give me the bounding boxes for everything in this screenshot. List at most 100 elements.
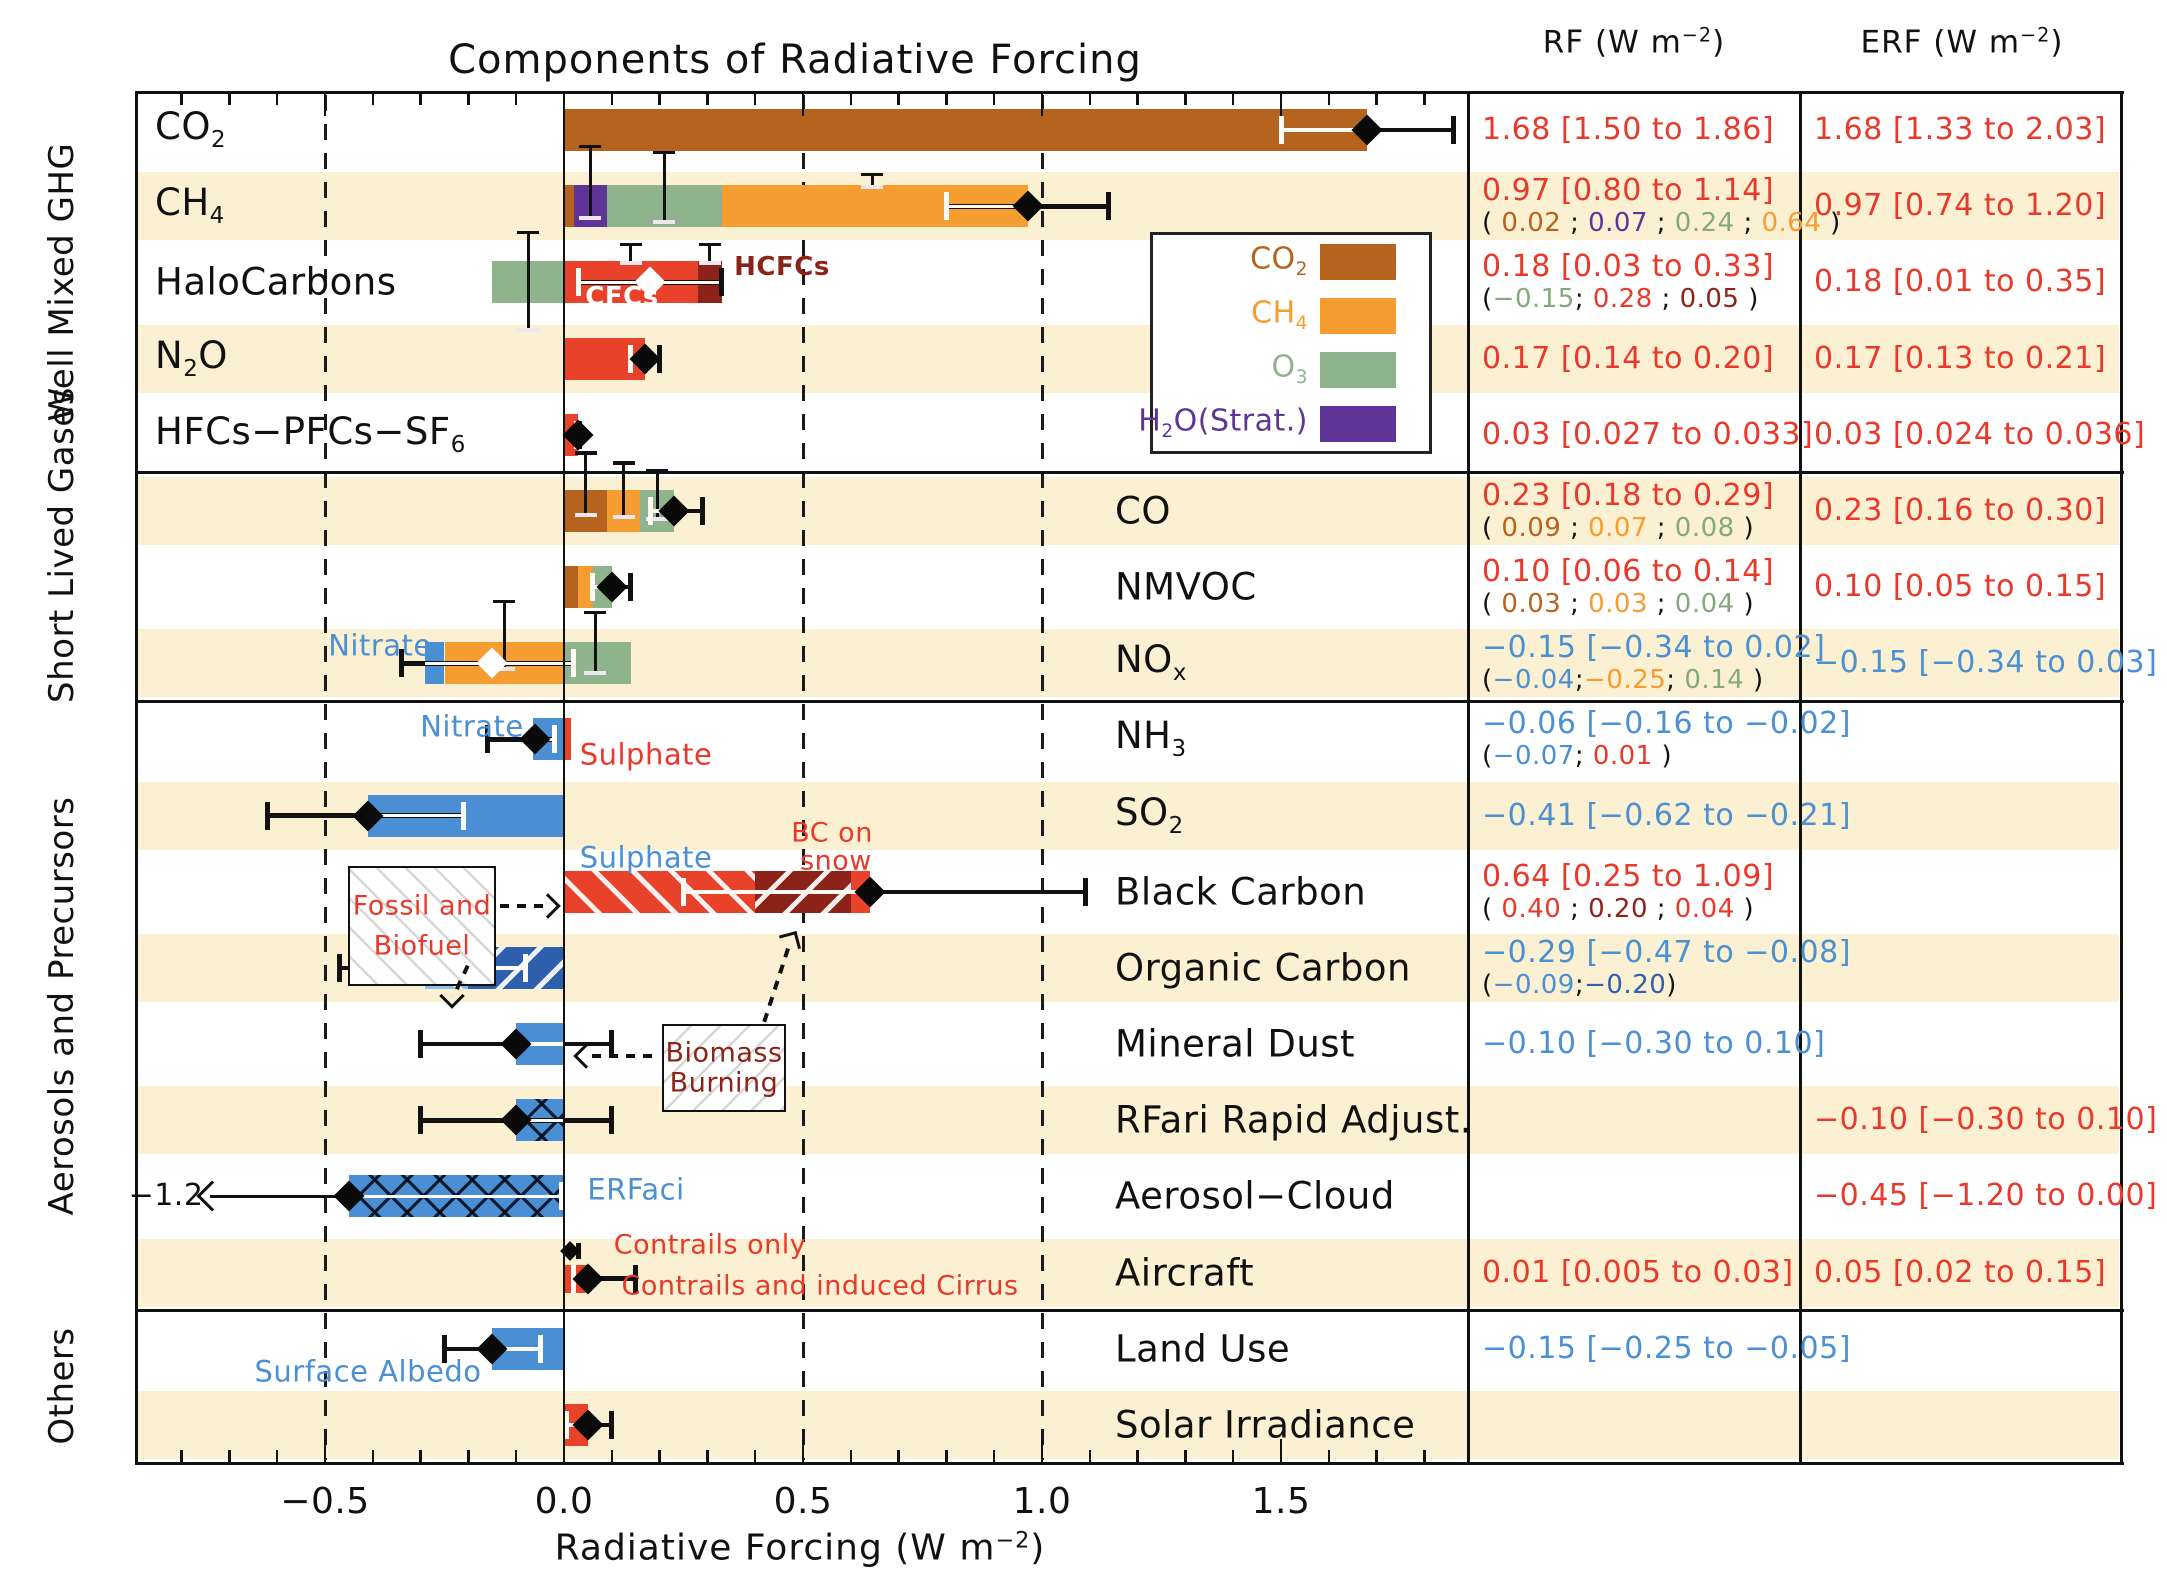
ibeam-co-1-line xyxy=(622,462,626,517)
sulphate-so2-label: Sulphate xyxy=(580,843,713,873)
ibeam-nox-0-captop xyxy=(493,599,516,604)
row-label-hfcs-part: 6 xyxy=(450,431,466,458)
erf-value-hfcs-part: 0.03 [0.024 to 0.036] xyxy=(1814,416,2146,452)
tick-bot--4 xyxy=(371,1450,375,1463)
x-axis-title: Radiative Forcing (W m−2) xyxy=(555,1529,1046,1566)
errcaphi-nmvoc xyxy=(628,573,634,602)
t-erf-part: ) xyxy=(2050,24,2064,61)
erf-value-aircraft-part: 0.05 [0.02 to 0.15] xyxy=(1814,1254,2107,1290)
erf-value-hfcs: 0.03 [0.024 to 0.036] xyxy=(1814,416,2146,452)
errcaphi-halocarbons xyxy=(719,268,725,297)
errcaplo-co xyxy=(647,496,653,525)
tick-bot-15 xyxy=(1279,1439,1283,1463)
row-label-nh3-part: NH xyxy=(1115,714,1172,758)
errwhite-land-use xyxy=(492,1347,541,1351)
biomass-burning-box-line-1-part: Burning xyxy=(669,1067,779,1099)
nitrate-nox-label-part: Nitrate xyxy=(328,628,432,663)
bar-nmvoc-seg1 xyxy=(578,566,593,608)
errcaphi-mineral-dust xyxy=(609,1030,615,1059)
row-label-land-use-part: Land Use xyxy=(1115,1327,1291,1371)
legend-swatch-0 xyxy=(1320,244,1396,280)
tick-top--4 xyxy=(371,92,375,105)
rf-value-so2-part: −0.41 [−0.62 to −0.21] xyxy=(1482,797,1851,833)
sulphate-nh3-label: Sulphate xyxy=(580,740,713,770)
errcaplo-so2 xyxy=(265,801,271,830)
errcaphi-land-use xyxy=(537,1334,543,1363)
ibeam-halocarbons-2-line xyxy=(708,244,712,264)
tick-bot--8 xyxy=(180,1450,183,1463)
tick-bot-7 xyxy=(897,1450,900,1463)
bc-on-snow-label-1-part: BC on xyxy=(791,817,873,849)
biomass-to-oc-arrow-head xyxy=(573,1043,599,1069)
border-bottom xyxy=(136,1461,2124,1465)
tick-top-0 xyxy=(562,92,566,116)
rf-subvalue-co-part: 0.09 xyxy=(1501,512,1562,543)
surface-albedo-label-part: Surface Albedo xyxy=(254,1354,482,1389)
row-label-aerosol-cloud-part: Aerosol−Cloud xyxy=(1115,1174,1395,1218)
rf-value-mineral-dust-part: −0.10 [−0.30 to 0.10] xyxy=(1482,1026,1826,1062)
rf-subvalue-nox-part: 0.14 xyxy=(1684,665,1745,696)
tick-bot-9 xyxy=(992,1450,996,1463)
rf-value-co2: 1.68 [1.50 to 1.86] xyxy=(1482,115,1774,145)
rf-subvalue-co: ( 0.09 ; 0.07 ; 0.08 ) xyxy=(1482,515,1754,541)
figure-title: Components of Radiative Forcing xyxy=(448,40,1142,80)
errcaphi-co2 xyxy=(1450,116,1456,145)
x-tick-label-3-part: 1.0 xyxy=(1012,1481,1072,1522)
contrails-only-label-part: Contrails only xyxy=(613,1229,807,1261)
errcaphi-co xyxy=(700,496,706,525)
biomass-to-oc-arrow-line xyxy=(592,1054,660,1058)
fossil-and-biofuel-box-line-1: Biofuel xyxy=(374,933,471,960)
legend-label-1: CH4 xyxy=(1251,298,1308,333)
row-stripe-co xyxy=(138,476,2119,545)
row-stripe-aircraft xyxy=(138,1238,2119,1307)
row-label-hfcs: HFCs−PFCs−SF6 xyxy=(155,413,466,457)
category-label-0-part: Well Mixed GHG xyxy=(42,142,82,422)
rf-subvalue-nox-part: −0.25 xyxy=(1584,665,1667,696)
errcaplo-halocarbons xyxy=(575,268,581,297)
tick-top-12 xyxy=(1136,92,1139,105)
errline-aircraft xyxy=(573,1276,636,1281)
erf-value-halocarbons: 0.18 [0.01 to 0.35] xyxy=(1814,267,2106,297)
rf-subvalue-nh3-part: 0.01 xyxy=(1592,741,1653,772)
biomass-burning-box-line-0-part: Biomass xyxy=(665,1037,783,1069)
rf-subvalue-nmvoc-part: ) xyxy=(1734,589,1755,619)
rf-subvalue-nmvoc-part: 0.04 xyxy=(1674,589,1735,619)
tick-bot--7 xyxy=(228,1450,231,1463)
row-label-ch4-part: CH xyxy=(155,181,210,225)
tick-bot-17 xyxy=(1375,1450,1378,1463)
row-label-nox: NOx xyxy=(1115,641,1187,685)
errcaplo-black-carbon xyxy=(681,877,686,906)
cfcs-label-part: CFCs xyxy=(585,282,659,312)
errcaplo-mineral-dust xyxy=(418,1030,424,1059)
tick-top-6 xyxy=(849,92,853,105)
rf-subvalue-ch4-part: ; xyxy=(1648,208,1675,239)
rf-value-organic-carbon: −0.29 [−0.47 to −0.08] xyxy=(1482,937,1851,968)
row-label-ch4: CH4 xyxy=(155,184,225,228)
cfcs-label: CFCs xyxy=(585,284,658,310)
erf-value-rfari-rapid-adjust-part: −0.10 [−0.30 to 0.10] xyxy=(1814,1102,2158,1138)
ibeam-co-0-line xyxy=(584,452,587,515)
rf-subvalue-black-carbon-part: 0.40 xyxy=(1501,893,1562,924)
rf-subvalue-black-carbon-part: 0.20 xyxy=(1588,893,1648,924)
row-label-rfari-rapid-adjust: RFari Rapid Adjust. xyxy=(1115,1102,1472,1139)
rf-subvalue-ch4-part: 0.07 xyxy=(1588,208,1648,239)
rf-subvalue-nox-part: ) xyxy=(1744,665,1764,696)
contrails-only-label: Contrails only xyxy=(614,1232,806,1259)
rf-subvalue-ch4-part: ) xyxy=(1821,208,1841,239)
erf-value-ch4: 0.97 [0.74 to 1.20] xyxy=(1814,191,2106,221)
errcaplo-nox xyxy=(398,649,404,678)
ibeam-halocarbons-0-capbot xyxy=(517,328,540,333)
rf-value-nox: −0.15 [−0.34 to 0.02] xyxy=(1482,633,1825,663)
bc-on-snow-label-1: BC on xyxy=(791,820,873,847)
tick-bot--3 xyxy=(419,1450,422,1463)
errcaphi-solar-irradiance xyxy=(609,1410,615,1439)
rf-subvalue-halocarbons-part: ; xyxy=(1652,284,1680,315)
fossil-and-biofuel-box-line-1-part: Biofuel xyxy=(373,930,471,962)
nitrate-nh3-label-part: Nitrate xyxy=(420,709,524,744)
row-stripe-n2o xyxy=(138,324,2119,393)
rf-subvalue-halocarbons-part: ( xyxy=(1482,284,1493,315)
rf-subvalue-black-carbon-part: ; xyxy=(1648,893,1675,924)
rf-subvalue-nmvoc: ( 0.03 ; 0.03 ; 0.04 ) xyxy=(1482,591,1754,617)
rf-subvalue-nmvoc-part: ( xyxy=(1482,589,1502,619)
